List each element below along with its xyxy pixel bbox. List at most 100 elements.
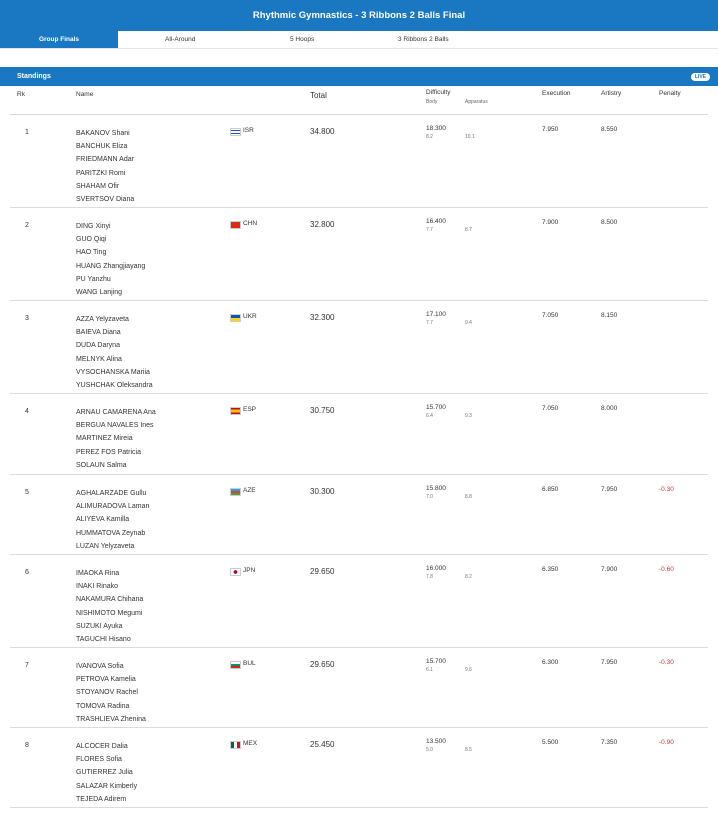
athlete-names: ARNAU CAMARENA Ana BERGUA NAVALES Ines MAR… — [76, 406, 156, 472]
noc-code: BUL — [243, 660, 256, 667]
noc-code: CHN — [243, 220, 258, 227]
page-title: Rhythmic Gymnastics - 3 Ribbons 2 Balls … — [252, 10, 466, 21]
execution-score: 6.350 — [542, 566, 559, 573]
difficulty-score: 16.400 — [426, 218, 446, 225]
athlete-name: AZZA Yelyzaveta — [76, 316, 129, 323]
body-score: 7.7 — [426, 320, 433, 326]
noc-code: ISR — [243, 127, 254, 134]
difficulty-score: 15.800 — [426, 485, 446, 492]
athlete-name: TAGUCHI Hisano — [76, 636, 131, 644]
total-score: 32.300 — [310, 313, 335, 322]
apparatus-score: 10.1 — [465, 134, 475, 140]
athlete-name: SALAZAR Kimberly — [76, 782, 138, 790]
athlete-name: SOLAUN Salma — [76, 461, 127, 469]
tab-bar: Group Finals All-Around 5 Hoops 3 Ribbon… — [0, 31, 718, 49]
artistry-score: 8.550 — [601, 126, 618, 133]
penalty-score: -0.30 — [659, 486, 674, 493]
apparatus-score: 9.6 — [465, 667, 472, 673]
col-rank: Rk — [17, 91, 25, 98]
athlete-name: SHAHAM Ofir — [76, 182, 120, 190]
tab-all-around[interactable]: All-Around — [165, 36, 196, 43]
col-total: Total — [310, 91, 327, 100]
rank: 2 — [25, 222, 29, 229]
total-score: 30.300 — [310, 487, 335, 496]
athlete-names: IMAOKA Rina INAKI Rinako NAKAMURA Chihana N… — [76, 567, 143, 646]
total-score: 34.800 — [310, 127, 335, 136]
tab-5-hoops[interactable]: 5 Hoops — [290, 36, 315, 43]
execution-score: 6.850 — [542, 486, 559, 493]
athlete-name: IVANOVA Sofia — [76, 663, 124, 670]
col-difficulty: Difficulty — [426, 89, 451, 96]
body-score: 7.8 — [426, 574, 433, 580]
athlete-name: MARTINEZ Mireia — [76, 435, 133, 443]
noc-code: MEX — [243, 740, 258, 747]
athlete-name: ALIMURADOVA Laman — [76, 503, 150, 511]
tab-group-finals[interactable]: Group Finals — [0, 31, 118, 48]
execution-score: 5.500 — [542, 739, 559, 746]
athlete-name: AGHALARZADE Gullu — [76, 490, 147, 497]
athlete-name: WANG Lanjing — [76, 289, 123, 297]
col-artistry: Artistry — [601, 90, 622, 97]
apparatus-score: 8.2 — [465, 574, 472, 580]
total-score: 32.800 — [310, 220, 335, 229]
rank: 7 — [25, 662, 29, 669]
live-badge: LIVE — [690, 72, 710, 81]
total-score: 29.650 — [310, 567, 335, 576]
execution-score: 6.300 — [542, 659, 559, 666]
athlete-name: YUSHCHAK Oleksandra — [76, 382, 153, 390]
athlete-names: ALCOCER Dalia FLORES Sofia GUTIERREZ Julia… — [76, 740, 137, 806]
athlete-names: DING Xinyi GUO Qiqi HAO Ting HUANG Zhangjia… — [76, 220, 145, 299]
artistry-score: 7.950 — [601, 486, 618, 493]
athlete-name: NISHIMOTO Megumi — [76, 609, 143, 617]
athlete-name: ARNAU CAMARENA Ana — [76, 409, 156, 416]
artistry-score: 8.150 — [601, 312, 618, 319]
difficulty-score: 15.700 — [426, 404, 446, 411]
artistry-score: 8.500 — [601, 219, 618, 226]
athlete-name: HUMMATOVA Zeynab — [76, 529, 146, 537]
athlete-names: AGHALARZADE Gullu ALIMURADOVA Laman ALIYEV… — [76, 487, 149, 553]
body-score: 5.0 — [426, 747, 433, 753]
col-name: Name — [76, 91, 94, 98]
artistry-score: 8.000 — [601, 405, 618, 412]
execution-score: 7.050 — [542, 312, 559, 319]
total-score: 30.750 — [310, 406, 335, 415]
apparatus-score: 8.8 — [465, 494, 472, 500]
athlete-name: LUZAN Yelyzaveta — [76, 542, 135, 550]
athlete-name: PU Yanzhu — [76, 275, 111, 283]
table-row: 8 ALCOCER Dalia FLORES Sofia GUTIERREZ Juli… — [10, 728, 708, 808]
artistry-score: 7.900 — [601, 566, 618, 573]
athlete-name: PARITZKI Romi — [76, 169, 126, 177]
difficulty-score: 16.000 — [426, 565, 446, 572]
athlete-name: BAIEVA Diana — [76, 329, 121, 337]
rank: 3 — [25, 315, 29, 322]
table-row: 5 AGHALARZADE Gullu ALIMURADOVA Laman ALIYE… — [10, 475, 708, 555]
tab-3-ribbons-2-balls[interactable]: 3 Ribbons 2 Balls — [398, 36, 449, 43]
athlete-name: PEREZ FOS Patricia — [76, 448, 141, 456]
page-title-bar: Rhythmic Gymnastics - 3 Ribbons 2 Balls … — [0, 0, 718, 31]
rank: 6 — [25, 569, 29, 576]
noc-code: JPN — [243, 567, 256, 574]
apparatus-score: 9.4 — [465, 320, 472, 326]
athlete-names: IVANOVA Sofia PETROVA Kamelia STOYANOV Rac… — [76, 660, 146, 726]
athlete-name: TEJEDA Adirem — [76, 795, 127, 803]
body-score: 6.1 — [426, 667, 433, 673]
noc-code: UKR — [243, 313, 257, 320]
athlete-name: TRASHLIEVA Zhenina — [76, 715, 146, 723]
athlete-name: DUDA Daryna — [76, 342, 120, 350]
difficulty-score: 15.700 — [426, 658, 446, 665]
rank: 4 — [25, 408, 29, 415]
col-apparatus: Apparatus — [465, 99, 488, 105]
flag-ukraine-icon — [230, 314, 241, 322]
noc-code: AZE — [243, 487, 256, 494]
penalty-score: -0.90 — [659, 739, 674, 746]
table-row: 4 ARNAU CAMARENA Ana BERGUA NAVALES Ines MA… — [10, 394, 708, 475]
col-execution: Execution — [542, 90, 571, 97]
athlete-name: SVERTSOV Diana — [76, 196, 135, 204]
table-row: 7 IVANOVA Sofia PETROVA Kamelia STOYANOV Ra… — [10, 648, 708, 728]
execution-score: 7.950 — [542, 126, 559, 133]
noc-code: ESP — [243, 406, 257, 413]
flag-azerbaijan-icon — [230, 488, 241, 496]
flag-china-icon — [230, 221, 241, 229]
artistry-score: 7.350 — [601, 739, 618, 746]
athlete-name: INAKI Rinako — [76, 583, 119, 591]
